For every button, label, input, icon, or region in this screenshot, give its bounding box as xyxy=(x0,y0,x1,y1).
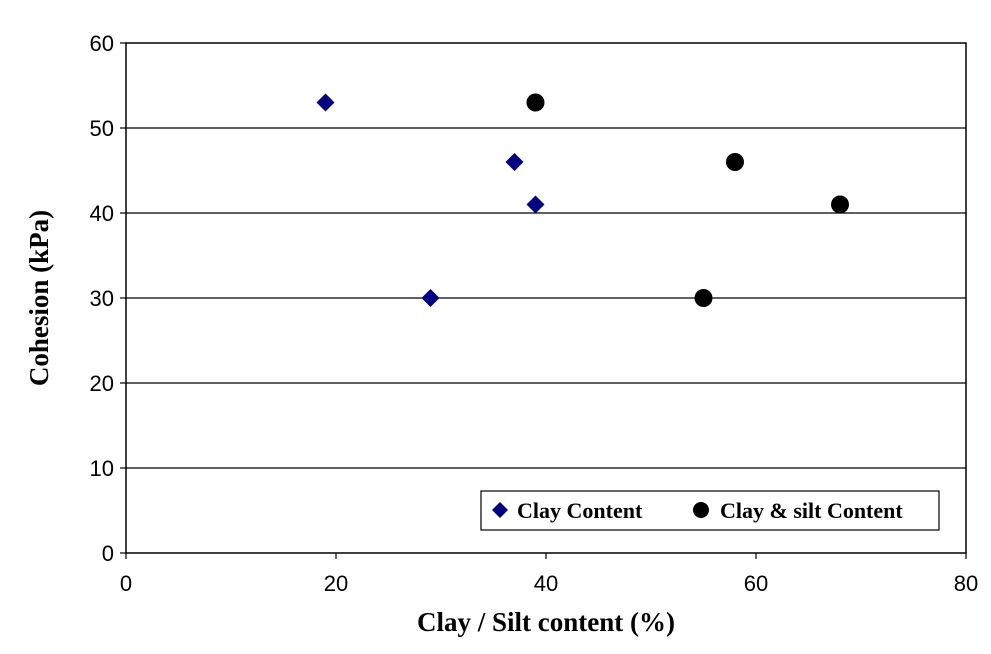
gridlines xyxy=(126,127,966,469)
x-axis-title: Clay / Silt content (%) xyxy=(417,607,675,637)
axis-ticks: 0 10 20 30 40 50 60 0 20 40 60 80 xyxy=(90,31,979,596)
y-axis-title: Cohesion (kPa) xyxy=(24,210,54,386)
x-tick-label: 40 xyxy=(534,571,558,596)
x-tick-label: 0 xyxy=(120,571,132,596)
legend-circle-marker xyxy=(693,502,709,518)
clay-content-point xyxy=(505,153,524,171)
clay-content-point xyxy=(316,93,335,112)
x-tick-label: 60 xyxy=(744,571,768,596)
y-tick-label: 0 xyxy=(102,541,114,566)
clay-silt-content-point xyxy=(526,93,545,112)
legend-diamond-marker xyxy=(492,502,508,518)
y-tick-label: 40 xyxy=(90,201,114,226)
y-tick-label: 50 xyxy=(90,116,114,141)
clay-content-point xyxy=(421,289,440,307)
legend: Clay Content Clay & silt Content xyxy=(480,490,940,531)
y-tick-label: 60 xyxy=(90,31,114,56)
y-tick-label: 20 xyxy=(90,371,114,396)
data-points xyxy=(316,93,849,307)
x-tick-label: 80 xyxy=(954,571,978,596)
legend-label-clay-silt-content: Clay & silt Content xyxy=(720,498,903,523)
clay-content-point xyxy=(526,195,545,214)
clay-silt-content-point xyxy=(694,289,713,307)
clay-silt-content-point xyxy=(831,195,849,214)
y-tick-label: 10 xyxy=(90,456,114,481)
x-tick-label: 20 xyxy=(324,571,348,596)
clay-silt-content-point xyxy=(726,153,744,171)
legend-box xyxy=(480,490,940,531)
y-tick-label: 30 xyxy=(90,286,114,311)
legend-label-clay-content: Clay Content xyxy=(517,498,643,523)
